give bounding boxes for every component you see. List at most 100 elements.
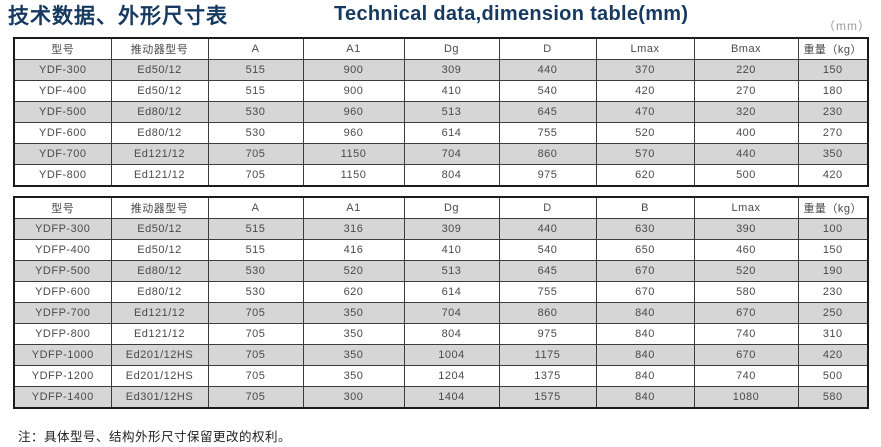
table-row: YDF-800 Ed121/12 705 1150 804 975 620 500 420 [13, 164, 869, 187]
table-cell: Ed121/12 [110, 143, 209, 165]
table-cell: 670 [693, 344, 799, 366]
table-cell: 804 [403, 164, 500, 187]
table-cell: 513 [403, 260, 500, 282]
unit-label: （mm） [823, 19, 871, 33]
table-cell: YDFP-1000 [13, 344, 112, 366]
table-cell: 1080 [693, 386, 799, 409]
table-cell: 840 [595, 302, 695, 324]
table-cell: Ed50/12 [110, 218, 209, 240]
table-cell: 350 [302, 365, 405, 387]
table-cell: 1004 [403, 344, 500, 366]
table-cell: 190 [797, 260, 869, 282]
table-cell: 1575 [498, 386, 597, 409]
table-cell: 530 [207, 281, 304, 303]
table-cell: YDF-800 [13, 164, 112, 187]
table-cell: 755 [498, 122, 597, 144]
table-cell: 1175 [498, 344, 597, 366]
column-header: D [498, 37, 597, 60]
table-cell: YDFP-600 [13, 281, 112, 303]
table-cell: 416 [302, 239, 405, 261]
table-cell: 410 [403, 239, 500, 261]
table-cell: YDF-500 [13, 101, 112, 123]
column-header: A [207, 37, 304, 60]
table-cell: YDFP-400 [13, 239, 112, 261]
table-cell: Ed301/12HS [110, 386, 209, 409]
table-cell: 440 [498, 59, 597, 81]
table-cell: 350 [302, 302, 405, 324]
table-row: YDFP-300 Ed50/12 515 316 309 440 630 390 100 [13, 218, 869, 240]
column-header: 重量（kg） [797, 196, 869, 219]
table-row: YDFP-500 Ed80/12 530 520 513 645 670 520 190 [13, 260, 869, 282]
table-row: YDF-700 Ed121/12 705 1150 704 860 570 440 350 [13, 143, 869, 165]
table-cell: 515 [207, 80, 304, 102]
table-row: YDFP-700 Ed121/12 705 350 704 860 840 670 250 [13, 302, 869, 324]
table-cell: 704 [403, 143, 500, 165]
table-cell: 230 [797, 101, 869, 123]
table-cell: 975 [498, 323, 597, 345]
table-cell: 960 [302, 122, 405, 144]
table-cell: YDFP-500 [13, 260, 112, 282]
table-cell: Ed121/12 [110, 164, 209, 187]
column-header: Dg [403, 196, 500, 219]
header-row: 型号 推动器型号 A A1 Dg D B Lmax 重量（kg） [13, 196, 869, 219]
column-header: D [498, 196, 597, 219]
table-cell: 900 [302, 80, 405, 102]
page-title-zh: 技术数据、外形尺寸表 [8, 4, 228, 28]
column-header: 型号 [13, 37, 112, 60]
header-row: 型号 推动器型号 A A1 Dg D Lmax Bmax 重量（kg） [13, 37, 869, 60]
column-header: 重量（kg） [797, 37, 869, 60]
table-cell: 309 [403, 218, 500, 240]
table-cell: 705 [207, 302, 304, 324]
table-cell: Ed121/12 [110, 323, 209, 345]
table-cell: 250 [797, 302, 869, 324]
table-cell: 350 [797, 143, 869, 165]
table-cell: 316 [302, 218, 405, 240]
table-cell: 840 [595, 386, 695, 409]
table-cell: 755 [498, 281, 597, 303]
table-cell: 520 [693, 260, 799, 282]
table-cell: 470 [595, 101, 695, 123]
table-row: YDF-400 Ed50/12 515 900 410 540 420 270 180 [13, 80, 869, 102]
table-cell: 270 [693, 80, 799, 102]
table-cell: 900 [302, 59, 405, 81]
table-cell: 150 [797, 239, 869, 261]
ydf-spec-table: 型号 推动器型号 A A1 Dg D Lmax Bmax 重量（kg） YDF-300 Ed50/1… [13, 37, 869, 187]
column-header: Bmax [693, 37, 799, 60]
table-cell: 320 [693, 101, 799, 123]
table-cell: YDF-600 [13, 122, 112, 144]
table-cell: 960 [302, 101, 405, 123]
table-row: YDFP-600 Ed80/12 530 620 614 755 670 580 230 [13, 281, 869, 303]
table-cell: 860 [498, 143, 597, 165]
table-cell: 309 [403, 59, 500, 81]
table-cell: 704 [403, 302, 500, 324]
table-cell: 580 [693, 281, 799, 303]
table-cell: Ed50/12 [110, 80, 209, 102]
table-cell: 530 [207, 260, 304, 282]
table-cell: 740 [693, 365, 799, 387]
table-cell: Ed121/12 [110, 302, 209, 324]
table-cell: 645 [498, 101, 597, 123]
table-cell: 100 [797, 218, 869, 240]
table-cell: 1150 [302, 143, 405, 165]
column-header: B [595, 196, 695, 219]
table-cell: 650 [595, 239, 695, 261]
table-cell: YDFP-300 [13, 218, 112, 240]
table-cell: 150 [797, 59, 869, 81]
table-row: YDFP-1400 Ed301/12HS 705 300 1404 1575 840 1080… [13, 386, 869, 409]
table-cell: 440 [498, 218, 597, 240]
table-cell: 645 [498, 260, 597, 282]
table-cell: YDFP-700 [13, 302, 112, 324]
table-cell: 270 [797, 122, 869, 144]
table-cell: 1204 [403, 365, 500, 387]
table-row: YDFP-1000 Ed201/12HS 705 350 1004 1175 840 670 4… [13, 344, 869, 366]
table-cell: 705 [207, 164, 304, 187]
table-row: YDFP-400 Ed50/12 515 416 410 540 650 460 150 [13, 239, 869, 261]
table-cell: YDF-300 [13, 59, 112, 81]
table-cell: YDFP-1400 [13, 386, 112, 409]
table-cell: YDF-700 [13, 143, 112, 165]
table-cell: 440 [693, 143, 799, 165]
column-header: 型号 [13, 196, 112, 219]
table-cell: 670 [595, 260, 695, 282]
table-row: YDF-300 Ed50/12 515 900 309 440 370 220 150 [13, 59, 869, 81]
